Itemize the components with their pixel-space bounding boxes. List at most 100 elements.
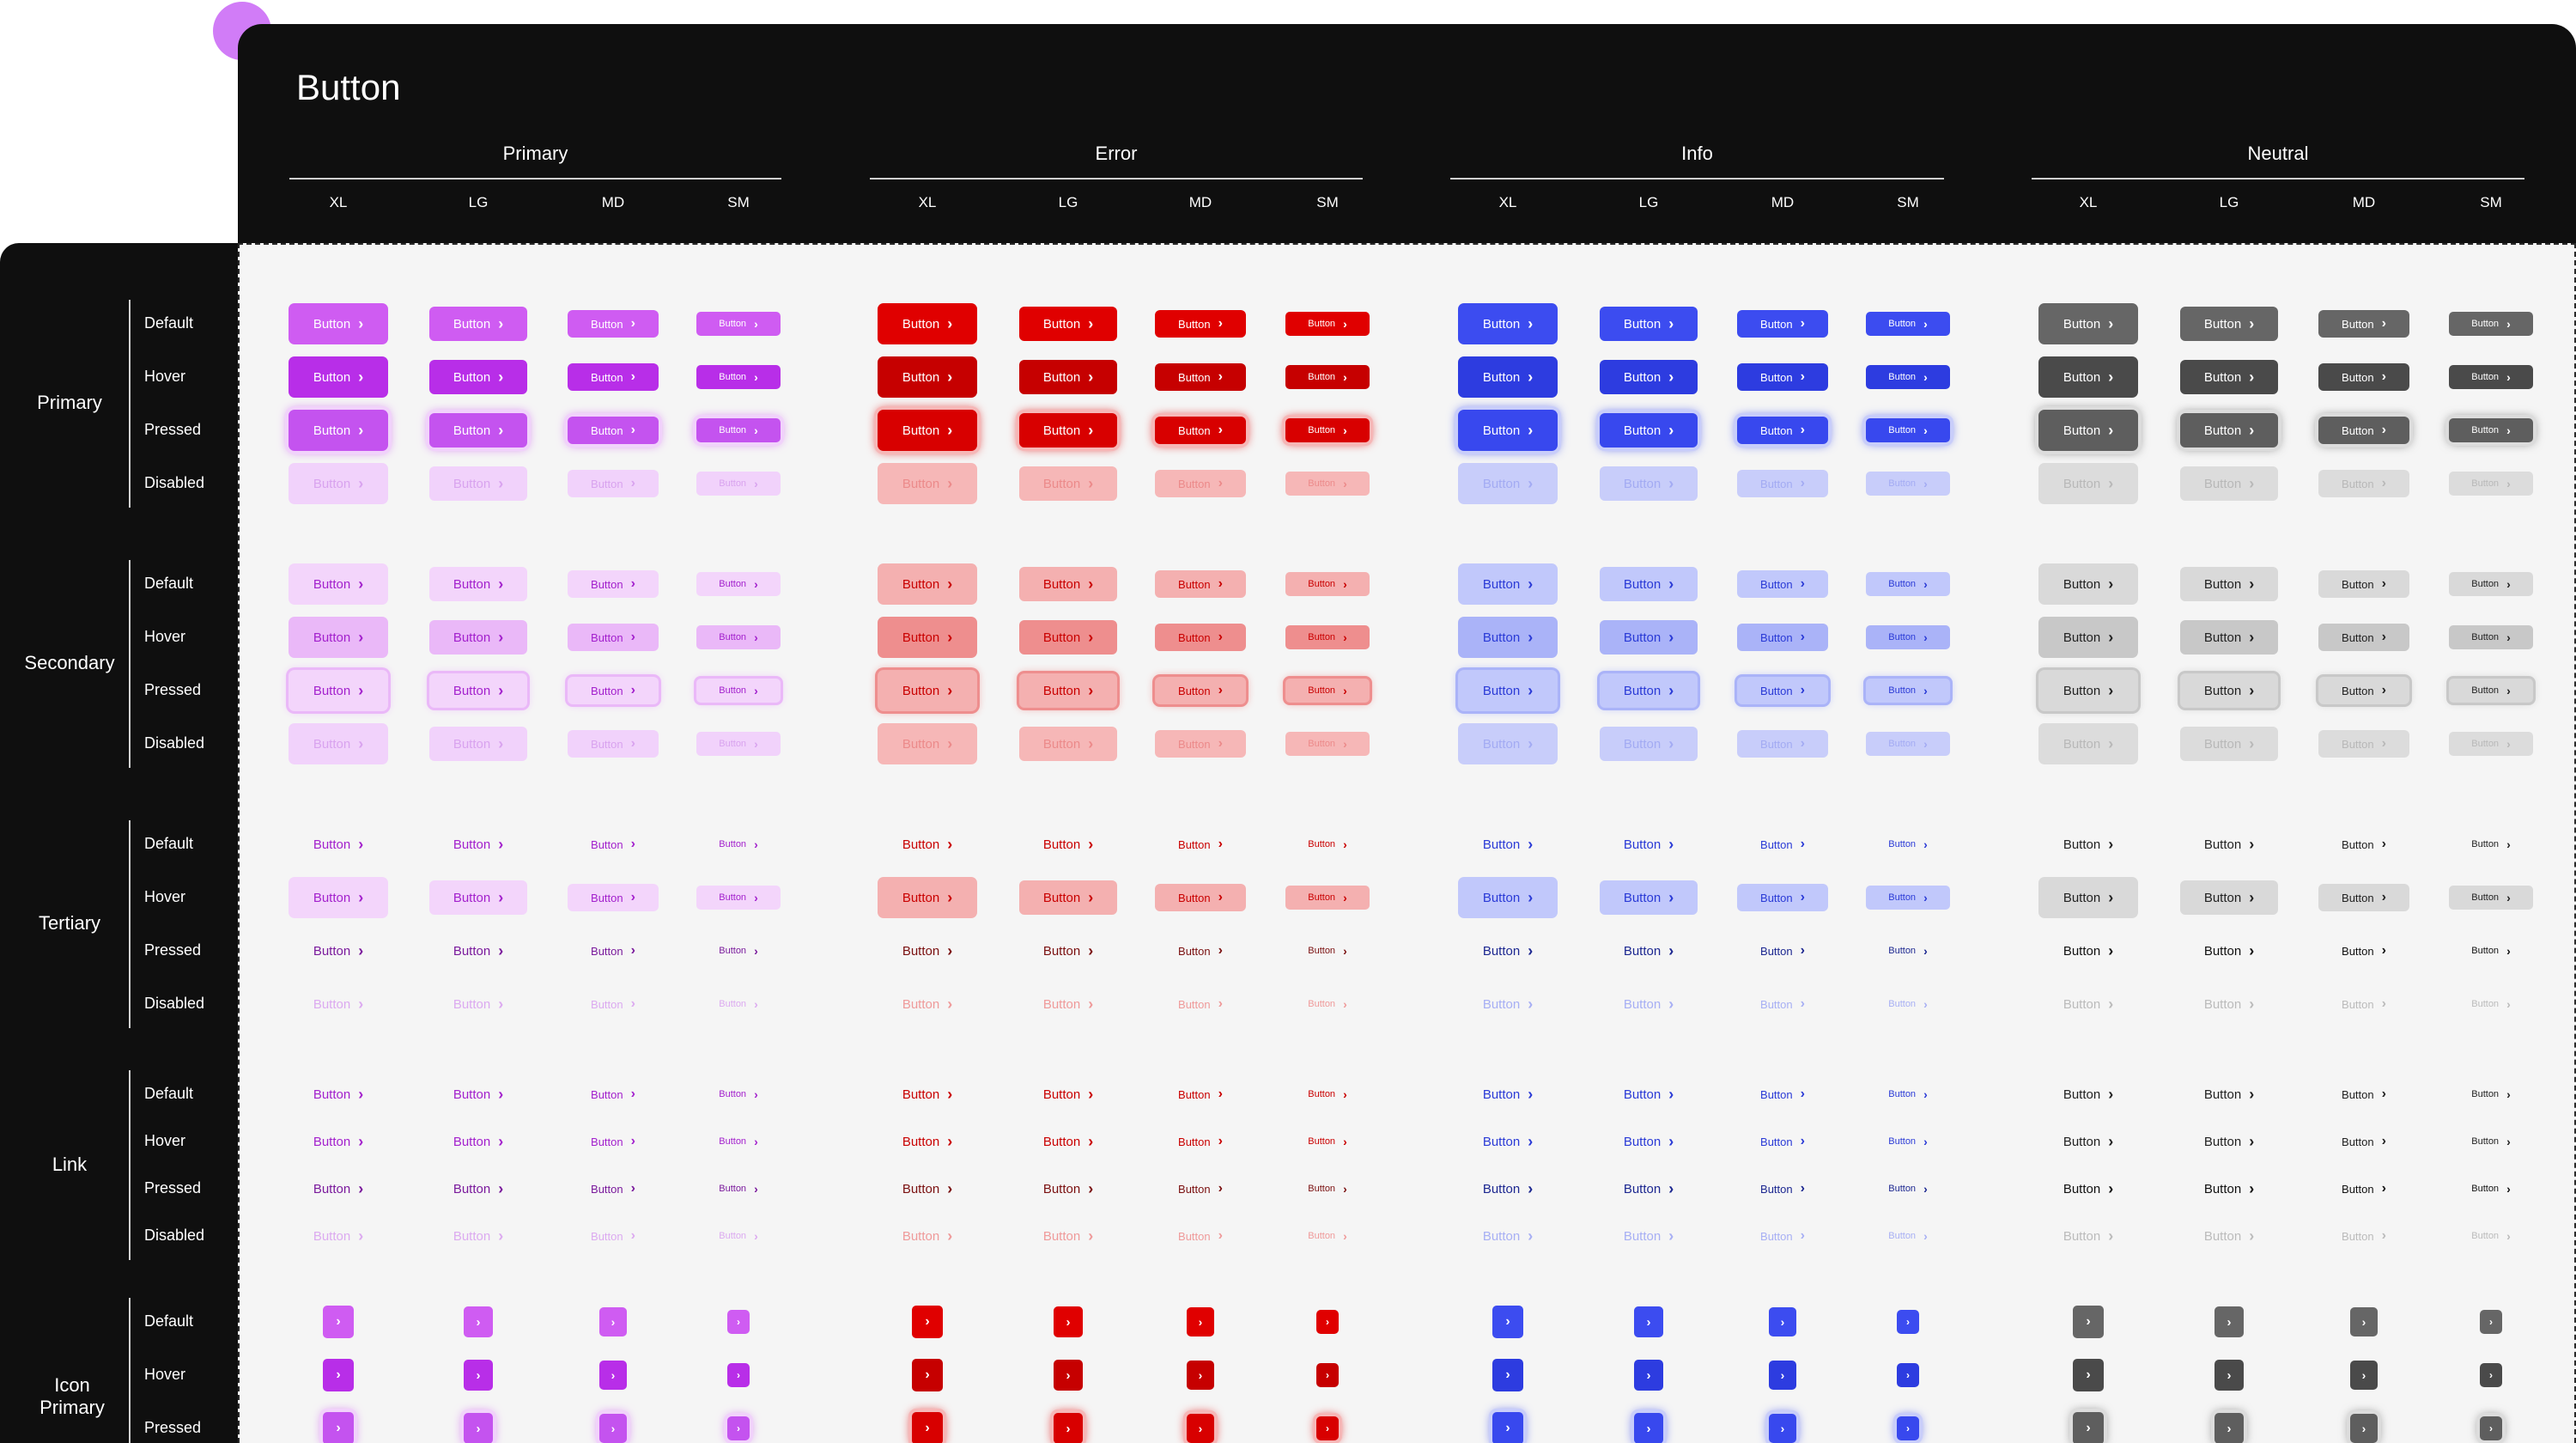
info-secondary-button-disabled-lg[interactable]: Button › <box>1600 727 1698 761</box>
error-link-button-disabled-xl[interactable]: Button › <box>878 1215 977 1257</box>
error-secondary-button-disabled-md[interactable]: Button › <box>1155 730 1246 758</box>
info-tertiary-button-disabled-lg[interactable]: Button › <box>1600 987 1698 1021</box>
neutral-tertiary-button-default-md[interactable]: Button › <box>2318 831 2409 858</box>
error-icon-button-hover-lg[interactable]: › <box>1054 1360 1083 1391</box>
info-link-button-disabled-lg[interactable]: Button › <box>1600 1219 1698 1253</box>
neutral-tertiary-button-pressed-lg[interactable]: Button › <box>2180 934 2278 968</box>
primary-icon-button-default-xl[interactable]: › <box>323 1306 354 1338</box>
primary-icon-button-hover-sm[interactable]: › <box>727 1363 750 1387</box>
primary-primary-button-pressed-sm[interactable]: Button › <box>696 418 781 442</box>
info-secondary-button-disabled-xl[interactable]: Button › <box>1458 723 1558 764</box>
info-icon-button-pressed-lg[interactable]: › <box>1634 1413 1663 1443</box>
info-tertiary-button-pressed-sm[interactable]: Button › <box>1866 939 1950 963</box>
primary-icon-button-pressed-md[interactable]: › <box>599 1414 627 1443</box>
neutral-link-button-default-xl[interactable]: Button › <box>2038 1074 2138 1115</box>
neutral-secondary-button-hover-lg[interactable]: Button › <box>2180 620 2278 655</box>
neutral-tertiary-button-hover-md[interactable]: Button › <box>2318 884 2409 911</box>
primary-icon-button-hover-md[interactable]: › <box>599 1361 627 1390</box>
neutral-icon-button-default-sm[interactable]: › <box>2480 1310 2502 1334</box>
neutral-link-button-default-lg[interactable]: Button › <box>2180 1077 2278 1111</box>
info-secondary-button-disabled-md[interactable]: Button › <box>1737 730 1828 758</box>
primary-link-button-disabled-sm[interactable]: Button › <box>696 1224 781 1248</box>
neutral-secondary-button-pressed-sm[interactable]: Button › <box>2449 679 2533 703</box>
info-tertiary-button-hover-xl[interactable]: Button › <box>1458 877 1558 918</box>
primary-tertiary-button-pressed-xl[interactable]: Button › <box>289 930 388 971</box>
primary-primary-button-disabled-xl[interactable]: Button › <box>289 463 388 504</box>
error-link-button-pressed-md[interactable]: Button › <box>1155 1175 1246 1202</box>
error-icon-button-pressed-lg[interactable]: › <box>1054 1413 1083 1443</box>
error-link-button-default-xl[interactable]: Button › <box>878 1074 977 1115</box>
error-link-button-default-md[interactable]: Button › <box>1155 1081 1246 1108</box>
primary-link-button-disabled-md[interactable]: Button › <box>568 1222 659 1250</box>
info-secondary-button-pressed-sm[interactable]: Button › <box>1866 679 1950 703</box>
info-icon-button-default-md[interactable]: › <box>1769 1307 1796 1336</box>
primary-link-button-pressed-md[interactable]: Button › <box>568 1175 659 1202</box>
neutral-link-button-default-md[interactable]: Button › <box>2318 1081 2409 1108</box>
primary-tertiary-button-disabled-lg[interactable]: Button › <box>429 987 527 1021</box>
error-tertiary-button-default-md[interactable]: Button › <box>1155 831 1246 858</box>
error-link-button-hover-lg[interactable]: Button › <box>1019 1124 1117 1159</box>
neutral-secondary-button-disabled-md[interactable]: Button › <box>2318 730 2409 758</box>
neutral-secondary-button-default-xl[interactable]: Button › <box>2038 563 2138 605</box>
primary-tertiary-button-default-sm[interactable]: Button › <box>696 832 781 856</box>
info-primary-button-default-xl[interactable]: Button › <box>1458 303 1558 344</box>
error-primary-button-disabled-xl[interactable]: Button › <box>878 463 977 504</box>
error-link-button-hover-xl[interactable]: Button › <box>878 1121 977 1162</box>
info-tertiary-button-disabled-sm[interactable]: Button › <box>1866 992 1950 1016</box>
neutral-icon-button-default-lg[interactable]: › <box>2215 1306 2244 1337</box>
info-secondary-button-disabled-sm[interactable]: Button › <box>1866 732 1950 756</box>
error-primary-button-pressed-lg[interactable]: Button › <box>1019 413 1117 448</box>
neutral-secondary-button-disabled-sm[interactable]: Button › <box>2449 732 2533 756</box>
primary-secondary-button-hover-lg[interactable]: Button › <box>429 620 527 655</box>
neutral-tertiary-button-disabled-xl[interactable]: Button › <box>2038 983 2138 1025</box>
error-secondary-button-disabled-lg[interactable]: Button › <box>1019 727 1117 761</box>
info-icon-button-default-sm[interactable]: › <box>1897 1310 1919 1334</box>
neutral-tertiary-button-default-lg[interactable]: Button › <box>2180 827 2278 862</box>
error-tertiary-button-pressed-sm[interactable]: Button › <box>1285 939 1370 963</box>
error-tertiary-button-hover-md[interactable]: Button › <box>1155 884 1246 911</box>
info-link-button-default-lg[interactable]: Button › <box>1600 1077 1698 1111</box>
primary-primary-button-pressed-md[interactable]: Button › <box>568 417 659 444</box>
error-secondary-button-default-sm[interactable]: Button › <box>1285 572 1370 596</box>
error-secondary-button-pressed-xl[interactable]: Button › <box>878 670 977 711</box>
info-primary-button-hover-sm[interactable]: Button › <box>1866 365 1950 389</box>
neutral-secondary-button-hover-xl[interactable]: Button › <box>2038 617 2138 658</box>
primary-icon-button-default-md[interactable]: › <box>599 1307 627 1336</box>
error-tertiary-button-disabled-sm[interactable]: Button › <box>1285 992 1370 1016</box>
neutral-primary-button-hover-md[interactable]: Button › <box>2318 363 2409 391</box>
error-tertiary-button-default-sm[interactable]: Button › <box>1285 832 1370 856</box>
primary-secondary-button-default-xl[interactable]: Button › <box>289 563 388 605</box>
neutral-secondary-button-pressed-xl[interactable]: Button › <box>2038 670 2138 711</box>
primary-secondary-button-default-sm[interactable]: Button › <box>696 572 781 596</box>
primary-icon-button-hover-lg[interactable]: › <box>464 1360 493 1391</box>
neutral-link-button-pressed-sm[interactable]: Button › <box>2449 1177 2533 1201</box>
primary-primary-button-disabled-md[interactable]: Button › <box>568 470 659 497</box>
info-link-button-disabled-md[interactable]: Button › <box>1737 1222 1828 1250</box>
neutral-link-button-hover-sm[interactable]: Button › <box>2449 1129 2533 1154</box>
error-primary-button-pressed-md[interactable]: Button › <box>1155 417 1246 444</box>
info-icon-button-default-lg[interactable]: › <box>1634 1306 1663 1337</box>
info-secondary-button-hover-md[interactable]: Button › <box>1737 624 1828 651</box>
error-tertiary-button-hover-xl[interactable]: Button › <box>878 877 977 918</box>
info-tertiary-button-pressed-md[interactable]: Button › <box>1737 937 1828 965</box>
primary-secondary-button-disabled-md[interactable]: Button › <box>568 730 659 758</box>
error-tertiary-button-disabled-xl[interactable]: Button › <box>878 983 977 1025</box>
error-tertiary-button-pressed-md[interactable]: Button › <box>1155 937 1246 965</box>
info-secondary-button-hover-sm[interactable]: Button › <box>1866 625 1950 649</box>
info-primary-button-hover-lg[interactable]: Button › <box>1600 360 1698 394</box>
neutral-tertiary-button-hover-lg[interactable]: Button › <box>2180 880 2278 915</box>
info-secondary-button-hover-xl[interactable]: Button › <box>1458 617 1558 658</box>
neutral-link-button-pressed-lg[interactable]: Button › <box>2180 1172 2278 1206</box>
primary-secondary-button-default-md[interactable]: Button › <box>568 570 659 598</box>
info-primary-button-hover-md[interactable]: Button › <box>1737 363 1828 391</box>
primary-secondary-button-pressed-md[interactable]: Button › <box>568 677 659 704</box>
primary-link-button-hover-md[interactable]: Button › <box>568 1128 659 1155</box>
neutral-link-button-disabled-sm[interactable]: Button › <box>2449 1224 2533 1248</box>
primary-secondary-button-pressed-sm[interactable]: Button › <box>696 679 781 703</box>
primary-primary-button-hover-lg[interactable]: Button › <box>429 360 527 394</box>
primary-link-button-pressed-xl[interactable]: Button › <box>289 1168 388 1209</box>
primary-link-button-default-lg[interactable]: Button › <box>429 1077 527 1111</box>
error-primary-button-hover-lg[interactable]: Button › <box>1019 360 1117 394</box>
primary-primary-button-default-sm[interactable]: Button › <box>696 312 781 336</box>
error-primary-button-disabled-sm[interactable]: Button › <box>1285 472 1370 496</box>
